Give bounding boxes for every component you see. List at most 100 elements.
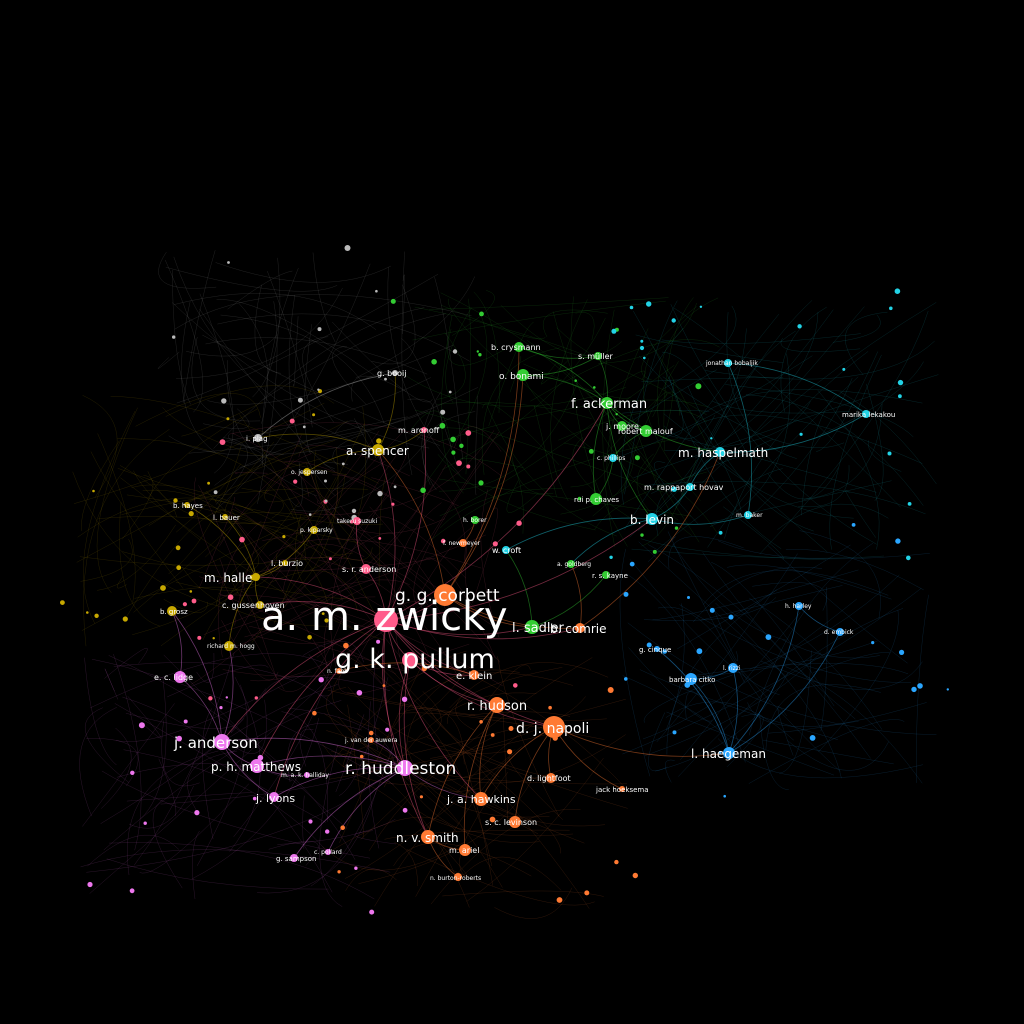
background-edge bbox=[299, 728, 314, 767]
background-edge bbox=[226, 441, 264, 468]
node-baker[interactable] bbox=[744, 511, 752, 519]
node-lightfoot[interactable] bbox=[546, 773, 556, 783]
background-edge bbox=[287, 722, 362, 783]
background-edge bbox=[281, 711, 329, 822]
node-corbett[interactable] bbox=[434, 584, 456, 606]
background-edge bbox=[651, 450, 760, 494]
background-edge bbox=[162, 407, 347, 475]
background-edge bbox=[401, 338, 458, 467]
node-pullum[interactable] bbox=[402, 652, 418, 668]
node-phillips[interactable] bbox=[609, 454, 617, 462]
node-halliday[interactable] bbox=[304, 772, 310, 778]
node-fabb[interactable] bbox=[336, 668, 342, 674]
background-edge bbox=[291, 430, 495, 515]
node-ackerman[interactable] bbox=[601, 397, 613, 409]
node-bonami[interactable] bbox=[517, 369, 529, 381]
node-anderson_j[interactable] bbox=[214, 734, 230, 750]
background-edge bbox=[196, 652, 215, 683]
node-harley[interactable] bbox=[795, 602, 803, 610]
node-sadler[interactable] bbox=[525, 620, 539, 634]
node-haegeman[interactable] bbox=[723, 747, 735, 759]
node-kayne[interactable] bbox=[602, 571, 610, 579]
node-gussenhoven[interactable] bbox=[256, 601, 264, 609]
node-crysmann[interactable] bbox=[514, 342, 524, 352]
node-lakakou[interactable] bbox=[862, 410, 870, 418]
minor-node bbox=[556, 897, 563, 903]
node-halle[interactable] bbox=[252, 573, 260, 581]
node-zwicky[interactable] bbox=[374, 608, 398, 632]
node-spencer[interactable] bbox=[372, 444, 384, 456]
node-label-ellidge: e. c. lidge bbox=[154, 673, 193, 682]
node-muller[interactable] bbox=[594, 352, 602, 360]
minor-node bbox=[324, 499, 328, 503]
node-grosz[interactable] bbox=[167, 606, 177, 616]
node-malouf[interactable] bbox=[640, 425, 652, 437]
node-goldberg[interactable] bbox=[567, 560, 575, 568]
background-edge bbox=[181, 301, 216, 453]
node-aronoff[interactable] bbox=[421, 427, 427, 433]
node-hayes[interactable] bbox=[184, 502, 190, 508]
node-borer[interactable] bbox=[471, 516, 479, 524]
node-hogg[interactable] bbox=[224, 641, 234, 651]
background-edge bbox=[126, 509, 227, 617]
node-zwicky2[interactable] bbox=[724, 359, 732, 367]
node-smith[interactable] bbox=[421, 830, 435, 844]
node-haspelmath[interactable] bbox=[715, 447, 725, 457]
node-vandeauwera[interactable] bbox=[368, 737, 374, 743]
minor-node bbox=[671, 318, 676, 323]
background-edge bbox=[127, 750, 219, 876]
node-label-harley: h. harley bbox=[785, 603, 812, 610]
node-sampson[interactable] bbox=[290, 854, 298, 862]
node-rappaport[interactable] bbox=[686, 483, 694, 491]
node-plag[interactable] bbox=[254, 434, 262, 442]
minor-node bbox=[194, 810, 200, 816]
minor-node bbox=[384, 377, 387, 381]
node-napoli[interactable] bbox=[543, 716, 565, 738]
background-edge bbox=[332, 345, 367, 405]
node-chaves[interactable] bbox=[590, 493, 602, 505]
node-huddleston[interactable] bbox=[397, 760, 413, 776]
node-bauer[interactable] bbox=[222, 514, 228, 520]
background-edge bbox=[799, 530, 881, 619]
node-suzuki[interactable] bbox=[353, 517, 361, 525]
node-matthews[interactable] bbox=[250, 759, 264, 773]
background-edge bbox=[640, 538, 827, 561]
node-levinson[interactable] bbox=[509, 816, 521, 828]
node-jesperson[interactable] bbox=[303, 468, 311, 476]
background-edge bbox=[641, 459, 697, 547]
background-edge bbox=[79, 707, 117, 817]
minor-node bbox=[293, 479, 298, 484]
node-burtonroberts[interactable] bbox=[454, 873, 462, 881]
node-pollard[interactable] bbox=[325, 849, 331, 855]
node-levin[interactable] bbox=[646, 513, 658, 525]
node-tuduo[interactable] bbox=[685, 673, 697, 685]
background-edge bbox=[203, 408, 250, 429]
background-edge bbox=[622, 355, 813, 456]
node-moore[interactable] bbox=[617, 421, 627, 431]
background-edge bbox=[845, 489, 877, 538]
node-lyons[interactable] bbox=[269, 792, 279, 802]
node-ruwet[interactable] bbox=[459, 539, 467, 547]
node-hoeksema[interactable] bbox=[619, 786, 625, 792]
background-edge bbox=[358, 779, 533, 884]
node-anderson_sr[interactable] bbox=[361, 564, 371, 574]
node-booij[interactable] bbox=[392, 370, 398, 376]
node-hawkins[interactable] bbox=[474, 792, 488, 806]
node-ariel[interactable] bbox=[459, 844, 471, 856]
background-edge bbox=[176, 287, 343, 379]
minor-node bbox=[282, 535, 286, 539]
node-ellidge[interactable] bbox=[174, 671, 186, 683]
node-hudson[interactable] bbox=[489, 697, 505, 713]
node-klein[interactable] bbox=[469, 670, 479, 680]
node-burzio[interactable] bbox=[282, 560, 288, 566]
node-kiparsky[interactable] bbox=[310, 526, 318, 534]
node-cinque[interactable] bbox=[654, 646, 660, 652]
node-croft[interactable] bbox=[502, 546, 510, 554]
edge-levin-baker bbox=[651, 514, 749, 525]
background-edge bbox=[193, 477, 285, 690]
node-rizzi[interactable] bbox=[728, 663, 738, 673]
background-edge bbox=[322, 462, 349, 469]
background-edge bbox=[707, 376, 859, 548]
node-embick[interactable] bbox=[836, 628, 844, 636]
node-comrie[interactable] bbox=[575, 623, 585, 633]
